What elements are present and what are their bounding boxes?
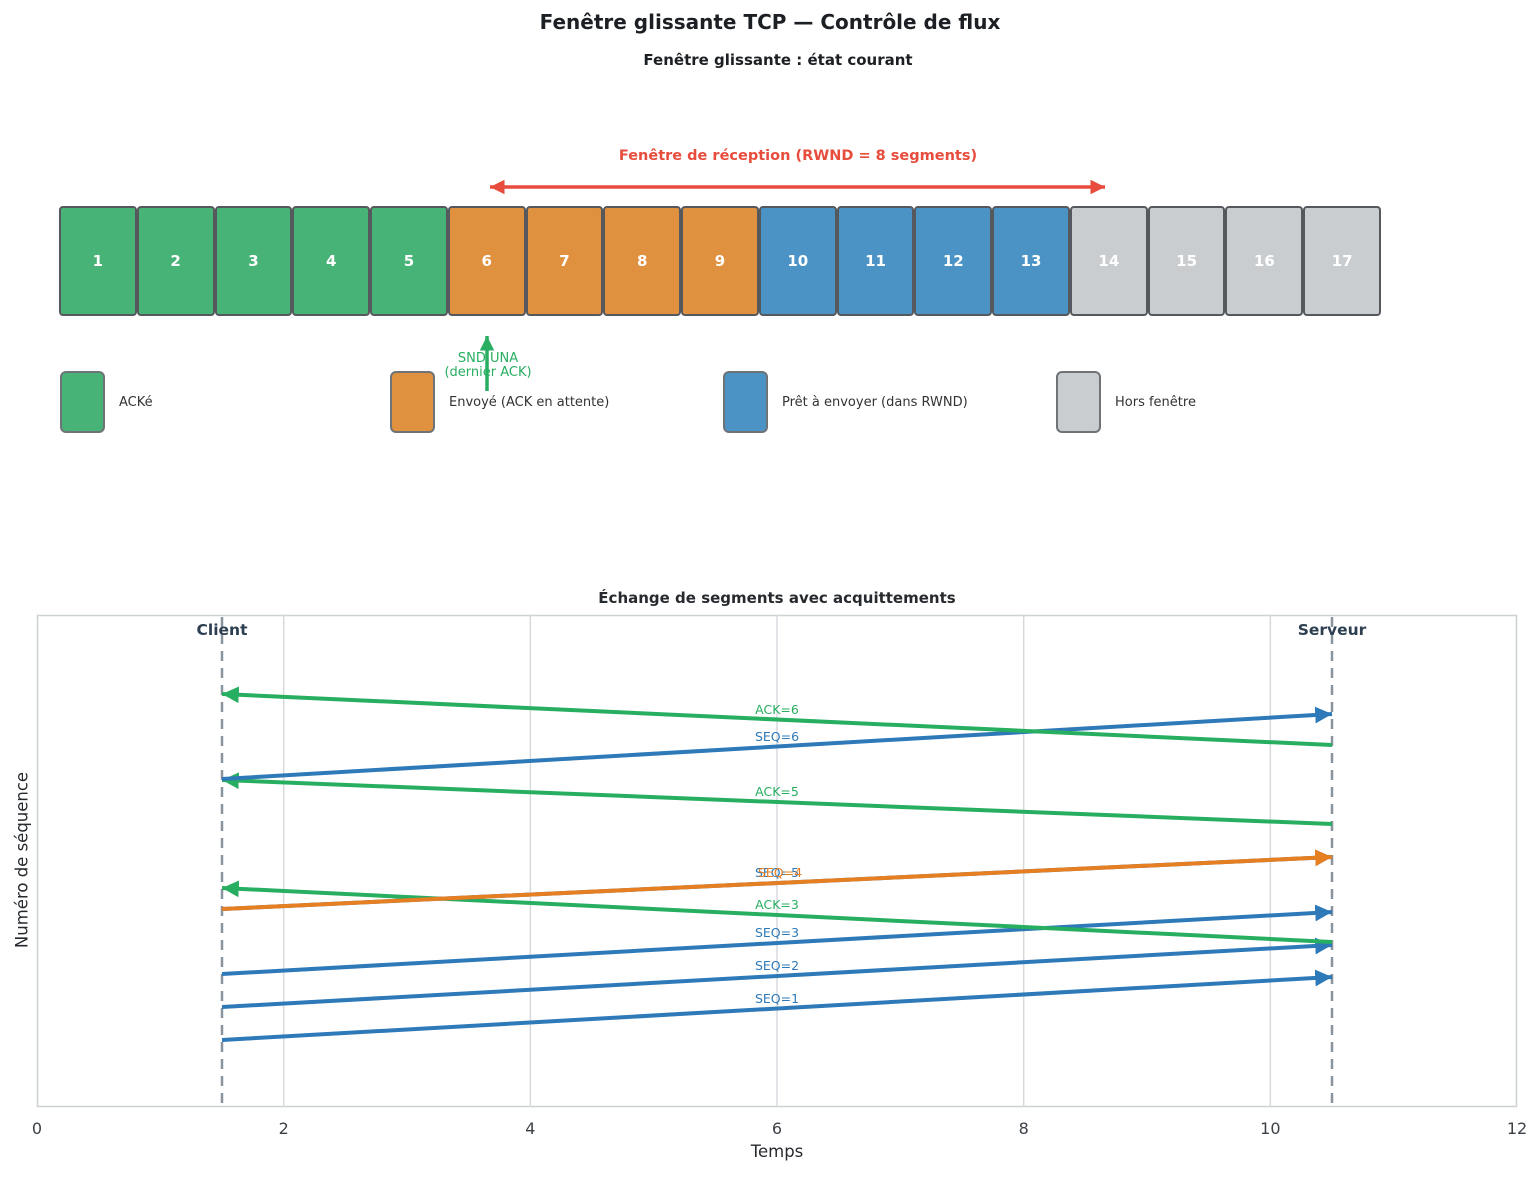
segment-box-10: 10	[758, 206, 837, 316]
segment-box-16: 16	[1225, 206, 1304, 316]
segment-row: 1 2 3 4 5 6 7 8 9 10 11 12 13 14 15 16 17	[59, 206, 1382, 316]
message-label-seq-2: SEQ=2	[754, 958, 800, 973]
legend-item-acked: ACKé	[60, 371, 153, 433]
actor-label-serveur: Serveur	[1297, 621, 1367, 639]
legend-swatch-acked	[60, 371, 105, 433]
sequence-chart-title: Échange de segments avec acquittements	[598, 589, 956, 607]
x-tick-12: 12	[1506, 1119, 1528, 1138]
x-tick-8: 8	[1018, 1119, 1029, 1138]
segment-number: 9	[714, 252, 726, 270]
snd-una-line1: SND.UNA	[457, 351, 519, 366]
actor-label-client: Client	[196, 621, 248, 639]
segment-number: 1	[92, 252, 104, 270]
rwnd-annotation: Fenêtre de réception (RWND = 8 segments)	[618, 148, 978, 164]
segment-box-9: 9	[681, 206, 759, 316]
x-tick-2: 2	[278, 1119, 289, 1138]
segment-box-12: 12	[914, 206, 993, 316]
legend-label: Hors fenêtre	[1115, 394, 1196, 410]
segment-box-3: 3	[214, 206, 293, 316]
legend-swatch-ready	[723, 371, 768, 433]
segment-box-7: 7	[525, 206, 604, 316]
y-axis-label: Numéro de séquence	[12, 771, 32, 949]
segment-number: 6	[481, 252, 492, 270]
segment-box-5: 5	[370, 206, 448, 316]
legend-item-sent: Envoyé (ACK en attente)	[390, 371, 609, 433]
segment-number: 11	[865, 252, 886, 270]
segment-number: 17	[1331, 252, 1353, 270]
segment-number: 13	[1020, 252, 1042, 270]
message-label-seq-4: SEQ=4	[757, 865, 803, 880]
x-axis-label: Temps	[750, 1142, 804, 1161]
page-title: Fenêtre glissante TCP — Contrôle de flux	[539, 10, 1001, 34]
segment-box-14: 14	[1069, 206, 1148, 316]
segment-box-13: 13	[992, 206, 1070, 316]
segment-box-11: 11	[836, 206, 915, 316]
segment-box-1: 1	[59, 206, 137, 316]
legend-label: Envoyé (ACK en attente)	[449, 394, 610, 410]
x-tick-0: 0	[31, 1119, 43, 1138]
message-label-seq-3: SEQ=3	[754, 925, 800, 940]
segment-number: 14	[1098, 252, 1120, 270]
message-label-ack-6: ACK=6	[755, 701, 799, 717]
segment-box-4: 4	[292, 206, 371, 316]
segment-number: 16	[1253, 252, 1275, 270]
segment-number: 4	[325, 252, 337, 270]
legend-label: Prêt à envoyer (dans RWND)	[782, 394, 968, 410]
segment-number: 10	[787, 252, 809, 270]
segment-number: 15	[1176, 252, 1198, 270]
segment-box-15: 15	[1147, 206, 1226, 316]
legend-item-outside: Hors fenêtre	[1056, 371, 1196, 433]
segment-box-8: 8	[603, 206, 682, 316]
segment-box-6: 6	[447, 206, 526, 316]
legend-item-ready: Prêt à envoyer (dans RWND)	[723, 371, 968, 433]
message-label-ack-5: ACK=5	[755, 784, 799, 799]
x-tick-4: 4	[525, 1119, 536, 1138]
segment-number: 8	[637, 252, 648, 270]
segment-number: 5	[403, 252, 415, 270]
segment-box-17: 17	[1303, 206, 1382, 316]
message-label-ack-3: ACK=3	[755, 897, 799, 912]
message-label-seq-6: SEQ=6	[754, 728, 800, 744]
segment-number: 7	[559, 252, 570, 270]
x-tick-10: 10	[1260, 1119, 1281, 1138]
segment-number: 12	[942, 252, 964, 270]
segment-box-2: 2	[136, 206, 215, 316]
legend-swatch-outside	[1056, 371, 1101, 433]
segment-number: 3	[248, 252, 259, 270]
legend-swatch-sent	[390, 371, 435, 433]
legend-label: ACKé	[119, 394, 153, 410]
segment-number: 2	[170, 252, 181, 270]
subtitle: Fenêtre glissante : état courant	[643, 51, 913, 69]
message-label-seq-1: SEQ=1	[754, 990, 800, 1006]
x-tick-6: 6	[771, 1119, 783, 1138]
